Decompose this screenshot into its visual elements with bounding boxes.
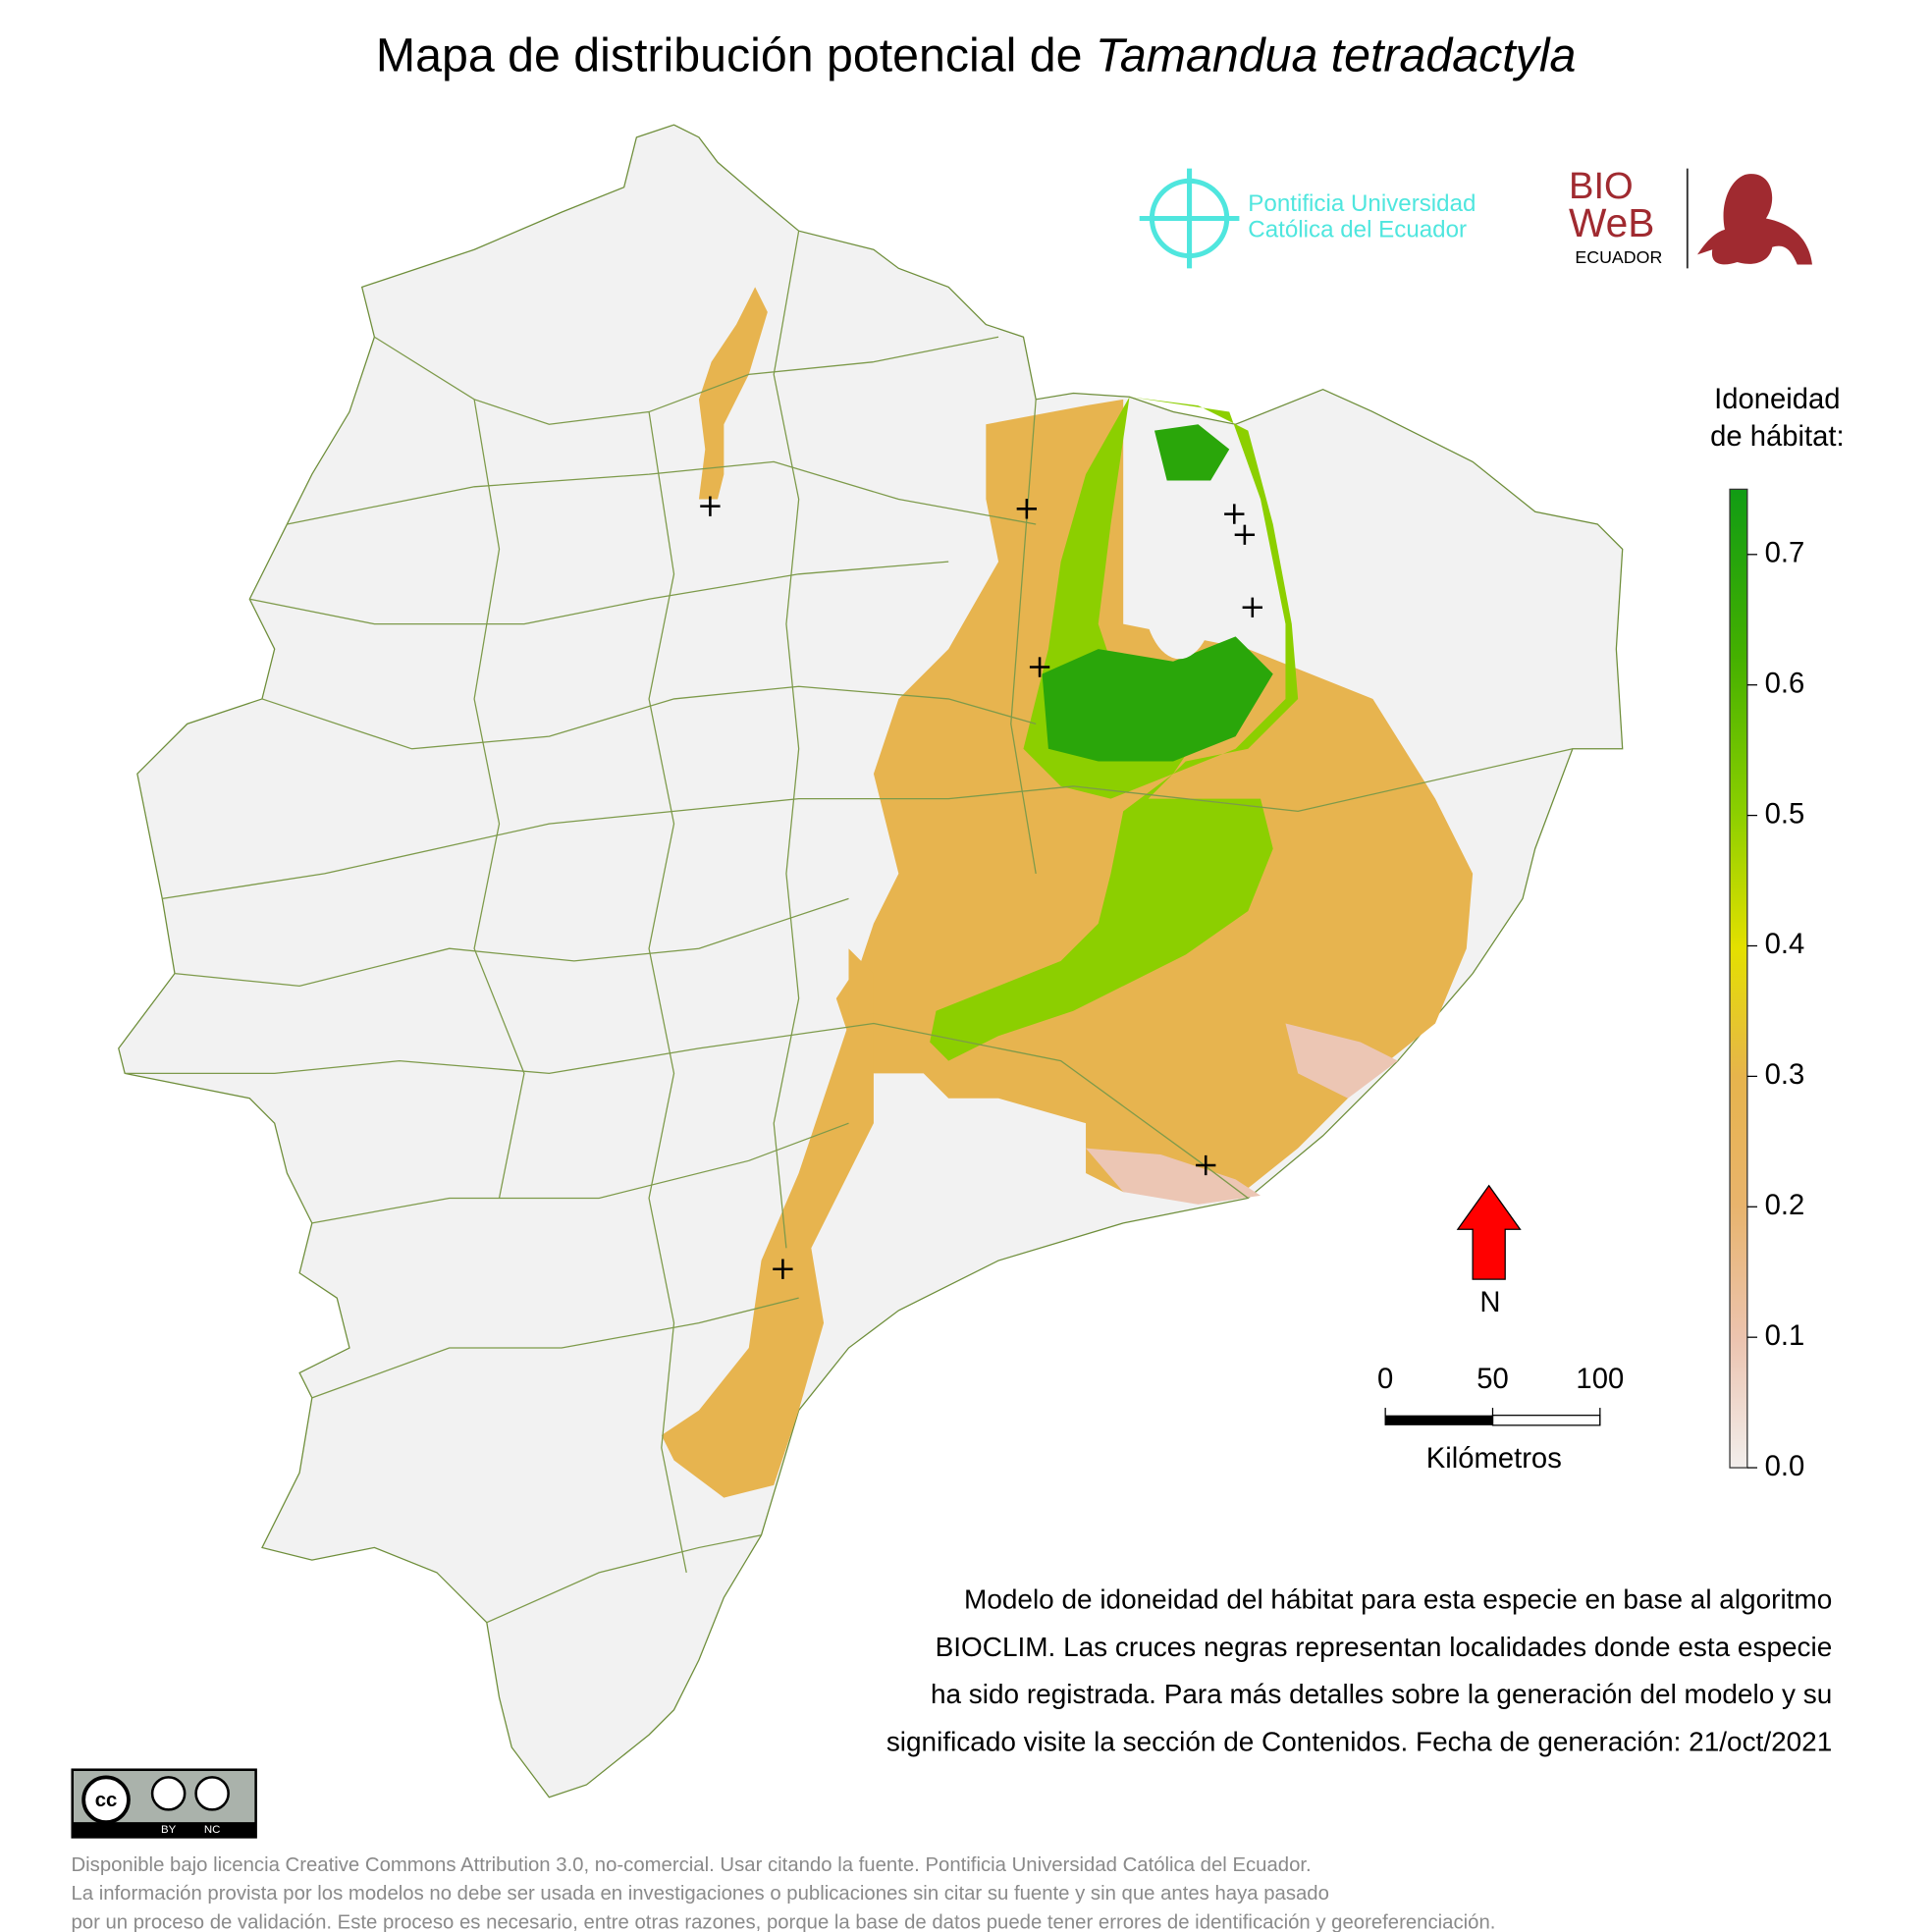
occurrence [1029, 657, 1050, 677]
puce-name: Católica del Ecuador [1248, 217, 1467, 243]
description-line: BIOCLIM. Las cruces negras representan l… [936, 1632, 1833, 1662]
occurrence [1242, 597, 1262, 617]
scale-tick-label: 0 [1377, 1364, 1393, 1395]
bioweb-text: BIO [1569, 165, 1634, 207]
scale-bar: Kilómetros 0 50 100 [1377, 1364, 1624, 1475]
colorbar-tick-label: 0.6 [1765, 668, 1805, 699]
occurrence-layer [700, 496, 1262, 1279]
puce-logo: Pontificia Universidad Católica del Ecua… [1139, 168, 1476, 269]
description-line: Modelo de idoneidad del hábitat para est… [964, 1583, 1832, 1614]
north-arrow: N [1456, 1184, 1522, 1318]
occurrence [1224, 504, 1245, 524]
species-name: Tamandua tetradactyla [1096, 29, 1577, 82]
bioweb-text: WeB [1569, 200, 1654, 245]
legend: Idoneidad de hábitat: 0.0 0.1 0.2 0.3 0.4 0.5… [1710, 384, 1845, 1482]
cc-label: BY [161, 1824, 177, 1836]
occurrence [773, 1259, 793, 1279]
description-line: significado visite la sección de Conteni… [886, 1726, 1832, 1756]
scale-tick-label: 50 [1476, 1364, 1509, 1395]
legend-title: Idoneidad [1714, 384, 1840, 415]
license-line: La información provista por los modelos … [71, 1883, 1328, 1905]
puce-name: Pontificia Universidad [1248, 190, 1476, 217]
scale-unit: Kilómetros [1426, 1443, 1562, 1475]
description-line: ha sido registrada. Para más detalles so… [931, 1679, 1832, 1709]
colorbar-tick-label: 0.7 [1765, 538, 1805, 569]
description: Modelo de idoneidad del hábitat para est… [886, 1583, 1832, 1756]
habitat-raster [661, 287, 1474, 1498]
scale-tick-label: 100 [1576, 1364, 1624, 1395]
occurrence [1016, 499, 1038, 519]
colorbar-tick-label: 0.3 [1765, 1059, 1805, 1091]
cc-badge: cc BY NC [71, 1768, 257, 1839]
colorbar-tick-label: 0.2 [1765, 1190, 1805, 1221]
bioweb-logo: BIO WeB ECUADOR [1569, 165, 1812, 269]
license-line: Disponible bajo licencia Creative Common… [71, 1854, 1311, 1876]
colorbar-tick-label: 0.1 [1765, 1320, 1805, 1352]
colorbar [1729, 488, 1748, 1469]
occurrence [1234, 524, 1256, 545]
cc-label: NC [204, 1824, 221, 1836]
bioweb-text: ECUADOR [1575, 247, 1662, 267]
title: Mapa de distribución potencial de Tamand… [376, 29, 1577, 82]
license-line: por un proceso de validación. Este proce… [71, 1911, 1495, 1932]
title-text: Mapa de distribución potencial de [376, 29, 1096, 82]
colorbar-tick-label: 0.0 [1765, 1451, 1805, 1482]
cc-label: cc [95, 1790, 118, 1811]
occurrence [1196, 1154, 1216, 1176]
north-label: N [1479, 1287, 1500, 1318]
license: Disponible bajo licencia Creative Common… [71, 1854, 1495, 1932]
occurrence [700, 496, 721, 516]
legend-title: de hábitat: [1710, 421, 1845, 453]
province-lines [125, 231, 1574, 1624]
colorbar-tick-label: 0.5 [1765, 798, 1805, 830]
colorbar-tick-label: 0.4 [1765, 929, 1805, 960]
